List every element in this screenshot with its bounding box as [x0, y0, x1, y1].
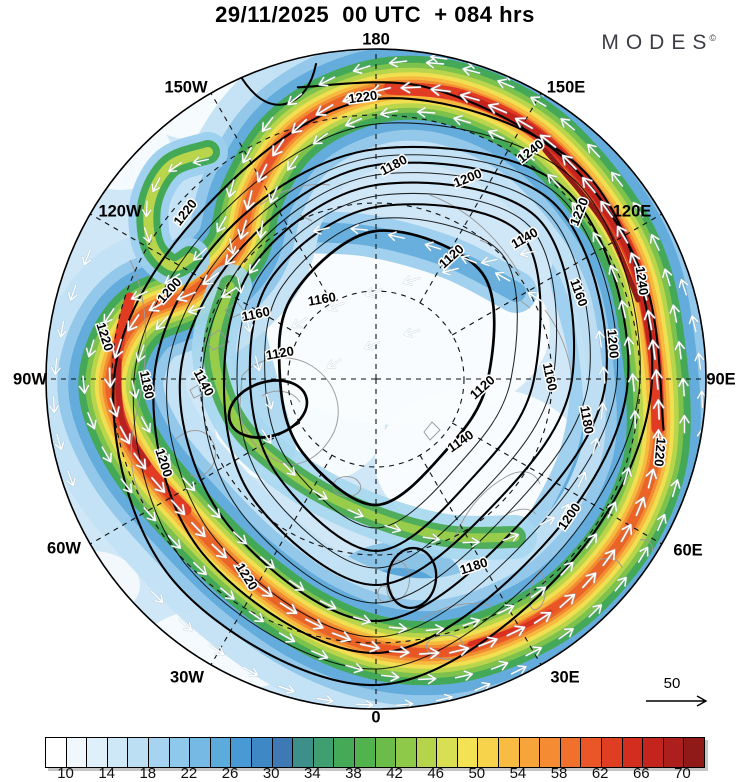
wind-vectors	[48, 52, 706, 709]
longitude-label: 90E	[706, 370, 735, 388]
colorbar-tick: 42	[386, 765, 403, 782]
modes-logo-text: MODES	[601, 31, 714, 54]
colorbar-tick: 54	[509, 765, 527, 782]
colorbar-tick: 46	[427, 765, 445, 782]
colorbar-cell	[66, 738, 88, 767]
colorbar-cell	[169, 738, 191, 767]
colorbar-cell	[396, 738, 417, 767]
reference-arrow-label: 50	[664, 675, 681, 692]
longitude-label: 60E	[673, 541, 702, 559]
longitude-label: 30W	[170, 668, 204, 686]
colorbar-cell	[46, 738, 67, 767]
colorbar-tick: 70	[674, 765, 691, 782]
colorbar-cell	[684, 738, 704, 767]
colorbar-tick: 14	[98, 765, 116, 782]
colorbar-tick: 18	[139, 765, 157, 782]
colorbar-tick: 66	[632, 765, 650, 782]
contour-label: 1180	[577, 405, 597, 435]
modes-logo: MODES©	[601, 31, 716, 55]
contour-label: 1220	[347, 88, 378, 107]
colorbar-cell	[293, 738, 314, 767]
colorbar-cell	[375, 738, 397, 767]
colorbar-tick: 58	[550, 765, 568, 782]
longitude-label: 30E	[550, 668, 579, 686]
colorbar-cell	[622, 738, 644, 767]
colorbar-cell	[313, 738, 335, 767]
colorbar-cell	[272, 738, 294, 767]
longitude-label: 120E	[613, 202, 652, 220]
colorbar-tick: 50	[468, 765, 486, 782]
colorbar-tick-labels: 10 14 18 22 26 30 34 38 42 46 50 54 58 62 66 70	[0, 765, 750, 782]
chart-title: 29/11/2025 00 UTC + 084 hrs	[215, 2, 535, 27]
longitude-label: 150W	[164, 78, 208, 96]
colorbar-cell	[560, 738, 582, 767]
longitude-label: 120W	[98, 202, 142, 220]
colorbar-tick: 22	[180, 765, 198, 782]
colorbar-cell	[643, 738, 664, 767]
colorbar-cell	[663, 738, 685, 767]
colorbar-cell	[107, 738, 129, 767]
colorbar-cell	[478, 738, 500, 767]
colorbar-cell	[540, 738, 561, 767]
colorbar-cell	[519, 738, 541, 767]
colorbar-cell	[210, 738, 232, 767]
reference-arrow-glyph	[646, 695, 708, 707]
contour-label: 1240	[633, 265, 652, 296]
contour-label: 1120	[265, 343, 295, 363]
contour-label: 1160	[307, 289, 337, 309]
contour-label: 1200	[604, 329, 621, 359]
colorbar-cell	[457, 738, 479, 767]
reference-arrow: 50	[646, 675, 708, 707]
colorbar-tick: 34	[303, 765, 321, 782]
colorbar-cell	[148, 738, 170, 767]
longitude-label: 90W	[13, 370, 47, 388]
map-border-circle	[45, 48, 707, 710]
colorbar-tick: 62	[591, 765, 609, 782]
colorbar-cell	[87, 738, 108, 767]
longitude-label: 150E	[547, 78, 586, 96]
colorbar-cell	[499, 738, 520, 767]
longitude-label: 180	[362, 30, 390, 48]
copyright-mark: ©	[709, 33, 716, 43]
contour-label: 1220	[651, 437, 668, 467]
colorbar-tick: 30	[262, 765, 280, 782]
colorbar-tick: 10	[57, 765, 74, 782]
longitude-label: 60W	[47, 539, 81, 557]
colorbar-cell	[251, 738, 273, 767]
colorbar-cell	[416, 738, 438, 767]
colorbar-cell	[128, 738, 149, 767]
wind-speed-colorbar	[45, 737, 705, 768]
colorbar-cell	[581, 738, 603, 767]
colorbar-cell	[231, 738, 252, 767]
colorbar-tick: 38	[345, 765, 362, 782]
colorbar-cell	[437, 738, 458, 767]
colorbar-tick: 26	[221, 765, 239, 782]
colorbar-cell	[190, 738, 211, 767]
longitude-label: 0	[371, 708, 380, 726]
colorbar-cell	[334, 738, 355, 767]
colorbar-cell	[354, 738, 376, 767]
colorbar-cell	[602, 738, 623, 767]
